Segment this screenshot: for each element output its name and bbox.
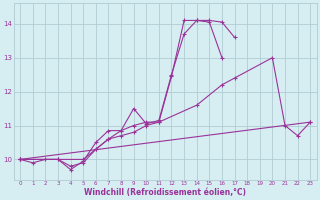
X-axis label: Windchill (Refroidissement éolien,°C): Windchill (Refroidissement éolien,°C) [84,188,246,197]
